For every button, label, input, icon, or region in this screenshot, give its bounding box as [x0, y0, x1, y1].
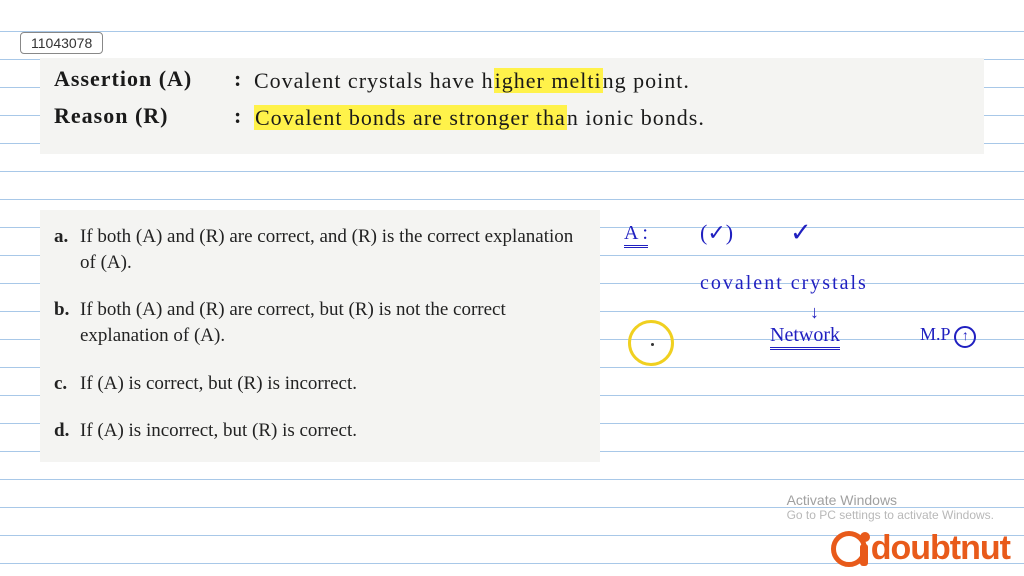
option-c-label: c.	[54, 371, 80, 397]
cursor-highlight-circle	[628, 320, 674, 366]
hand-mp-text: M.P	[920, 324, 950, 344]
doubtnut-icon	[831, 531, 867, 567]
option-c-text: If (A) is correct, but (R) is incorrect.	[80, 371, 586, 397]
hand-check-2: ✓	[790, 218, 812, 248]
hand-a-label: A :	[624, 222, 648, 245]
hand-mp: M.P ↑	[920, 324, 976, 348]
hand-a-text: A :	[624, 222, 648, 248]
doubtnut-logo: doubtnut	[831, 529, 1010, 568]
assertion-post: ng point.	[603, 68, 690, 93]
options-block: a. If both (A) and (R) are correct, and …	[40, 210, 600, 462]
reason-label: Reason (R)	[54, 103, 234, 134]
assertion-row: Assertion (A) : Covalent crystals have h…	[54, 66, 970, 97]
option-a-text: If both (A) and (R) are correct, and (R)…	[80, 224, 586, 275]
option-b-text: If both (A) and (R) are correct, but (R)…	[80, 297, 586, 348]
option-a-label: a.	[54, 224, 80, 275]
assertion-highlight: igher melti	[494, 68, 603, 93]
watermark-sub: Go to PC settings to activate Windows.	[787, 508, 994, 522]
hand-network: Network	[770, 324, 840, 347]
question-block: Assertion (A) : Covalent crystals have h…	[40, 58, 984, 154]
hand-covalent: covalent crystals	[700, 272, 868, 295]
reason-colon: :	[234, 103, 254, 134]
option-a: a. If both (A) and (R) are correct, and …	[54, 224, 586, 275]
option-c: c. If (A) is correct, but (R) is incorre…	[54, 371, 586, 397]
reason-highlight: Covalent bonds are stronger tha	[254, 105, 567, 130]
assertion-colon: :	[234, 66, 254, 97]
question-id-box: 11043078	[20, 32, 103, 54]
windows-watermark: Activate Windows Go to PC settings to ac…	[787, 492, 994, 522]
hand-network-text: Network	[770, 324, 840, 350]
assertion-label: Assertion (A)	[54, 66, 234, 97]
hand-up-circled: ↑	[954, 326, 976, 348]
hand-check-1: (✓)	[700, 220, 733, 246]
option-b-label: b.	[54, 297, 80, 348]
hand-arrow-down: ↓	[810, 302, 819, 323]
option-b: b. If both (A) and (R) are correct, but …	[54, 297, 586, 348]
watermark-title: Activate Windows	[787, 492, 994, 508]
assertion-text: Covalent crystals have higher melting po…	[254, 66, 970, 97]
option-d-label: d.	[54, 418, 80, 444]
reason-text: Covalent bonds are stronger than ionic b…	[254, 103, 970, 134]
reason-post: n ionic bonds.	[567, 105, 705, 130]
doubtnut-text: doubtnut	[871, 529, 1010, 568]
assertion-pre: Covalent crystals have h	[254, 68, 494, 93]
option-d: d. If (A) is incorrect, but (R) is corre…	[54, 418, 586, 444]
reason-row: Reason (R) : Covalent bonds are stronger…	[54, 103, 970, 134]
option-d-text: If (A) is incorrect, but (R) is correct.	[80, 418, 586, 444]
